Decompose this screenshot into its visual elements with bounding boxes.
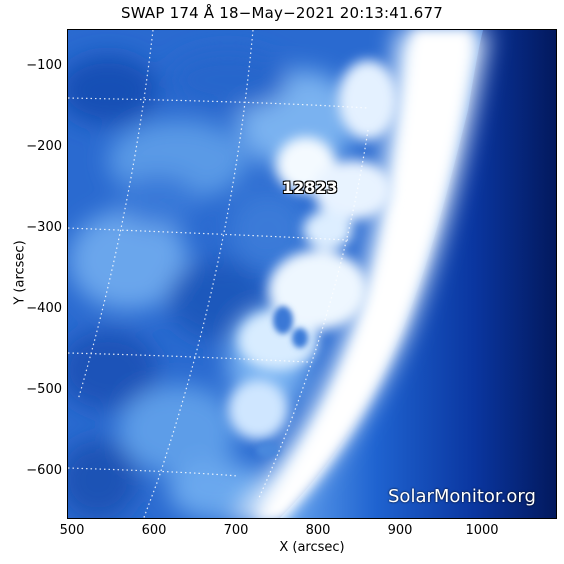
x-tick-label: 600 <box>141 523 167 538</box>
y-tick-label: −500 <box>26 382 62 397</box>
y-tick-label: −600 <box>26 463 62 478</box>
off-limb-space <box>279 30 556 518</box>
coordinate-grid <box>68 30 369 518</box>
y-tick-label: −100 <box>26 58 62 73</box>
y-tick-label: −300 <box>26 220 62 235</box>
x-tick-label: 700 <box>223 523 249 538</box>
watermark-text: SolarMonitor.org <box>388 486 536 507</box>
active-region-number: 12823 <box>282 178 338 197</box>
x-tick-label: 800 <box>305 523 331 538</box>
solar-euv-rendering <box>68 30 556 518</box>
x-tick-label: 500 <box>59 523 85 538</box>
y-tick-label: −200 <box>26 139 62 154</box>
disk-texture <box>68 50 358 518</box>
y-tick-label: −400 <box>26 301 62 316</box>
image-title: SWAP 174 Å 18−May−2021 20:13:41.677 <box>121 4 443 22</box>
y-axis-label: Y (arcsec) <box>12 240 28 305</box>
x-axis-label: X (arcsec) <box>279 540 345 555</box>
x-tick-label: 900 <box>387 523 413 538</box>
x-tick-label: 1000 <box>465 523 499 538</box>
solar-image <box>67 29 557 519</box>
active-region-brightening <box>228 60 398 440</box>
